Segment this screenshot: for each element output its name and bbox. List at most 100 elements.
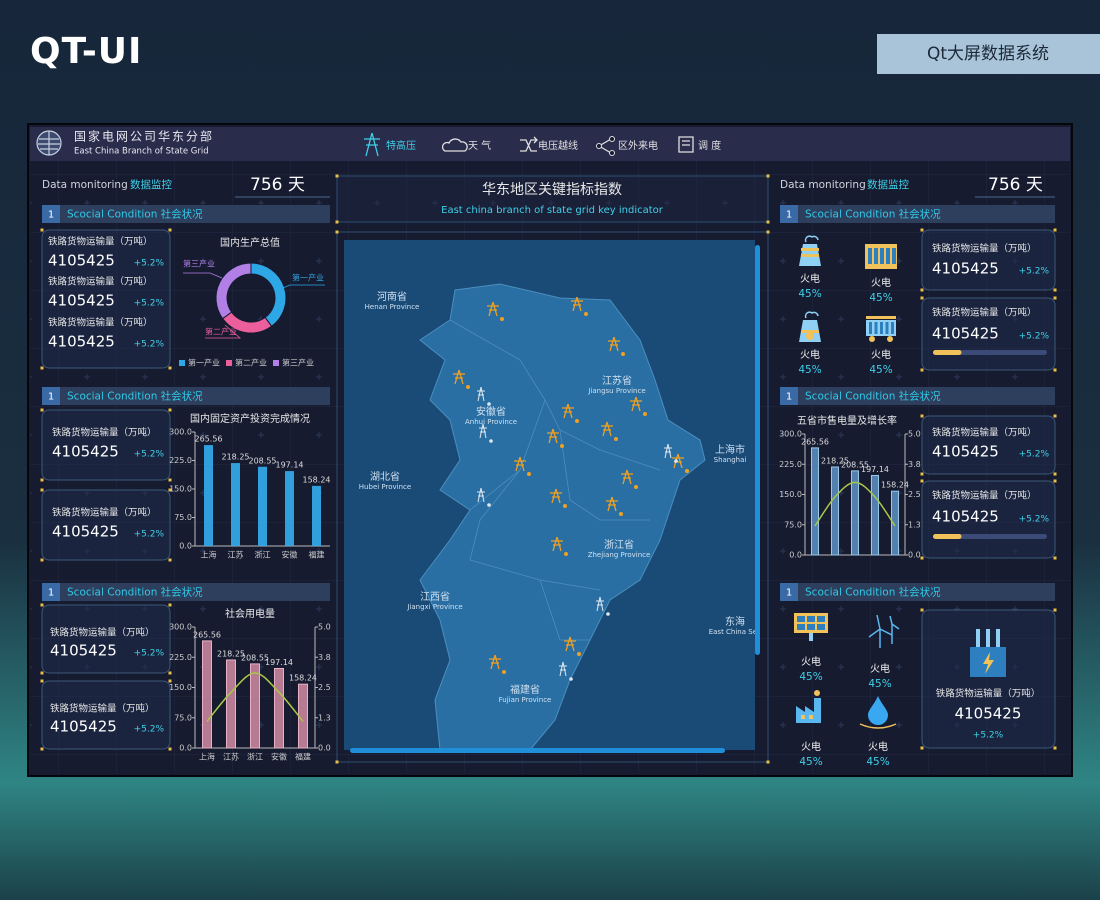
center-title-box: [336, 175, 769, 223]
chart-title: 社会用电量: [225, 607, 275, 620]
stat-label: 铁路货物运输量（万吨）: [932, 490, 1037, 502]
stat-value: 4105425: [52, 523, 119, 541]
tower-icon: [559, 661, 567, 677]
map-scrollbar-v[interactable]: [755, 245, 760, 655]
corner-dot: [766, 220, 770, 224]
stat-label: 铁路货物运输量（万吨）: [936, 688, 1041, 700]
substation-dot: [619, 512, 623, 516]
substation-dot: [466, 385, 470, 389]
bar: [811, 447, 819, 556]
icon-fan: [806, 332, 814, 340]
corner-dot: [1053, 556, 1057, 560]
map-scrollbar-h[interactable]: [350, 748, 725, 753]
substation-dot: [502, 670, 506, 674]
gauge-value: 45%: [799, 671, 822, 683]
corner-dot: [168, 747, 172, 751]
bar: [231, 463, 240, 546]
corner-dot: [920, 288, 924, 292]
monitor-days: 756 天: [250, 175, 305, 195]
icon-plant: [801, 254, 819, 257]
corner-dot: [40, 671, 44, 675]
section-title: Scocial Condition 社会状况: [67, 208, 203, 221]
region-name-en: Anhui Province: [465, 418, 517, 426]
nav-item[interactable]: 调 度: [698, 139, 721, 152]
icon-factory: [801, 715, 813, 719]
card: [41, 604, 171, 674]
bar: [298, 683, 308, 749]
y2-tick-label: 3.8: [318, 653, 331, 662]
region-name-en: Fujian Province: [499, 696, 552, 704]
pie-slice: [215, 262, 252, 320]
icon-fan: [801, 330, 819, 333]
icon-smoke: [814, 690, 820, 696]
region-name: 东海: [725, 615, 745, 628]
section-header: [42, 583, 330, 601]
corner-dot: [766, 230, 770, 234]
y2-tick-label: 2.5: [318, 683, 331, 692]
bar-value-label: 265.56: [193, 630, 221, 639]
icon-solar: [809, 633, 813, 641]
map-box: [336, 231, 769, 763]
bar-value-label: 158.24: [303, 475, 331, 484]
corner-dot: [1053, 746, 1057, 750]
nav-item[interactable]: 特高压: [386, 139, 416, 152]
stat-change: +5.2%: [1019, 267, 1050, 277]
nav-item[interactable]: 天 气: [468, 139, 491, 152]
x-tick-label: 安徽: [282, 550, 298, 560]
region-name-en: Jiangsu Province: [587, 387, 645, 395]
x-tick-label: 福建: [295, 752, 311, 762]
corner-dot: [40, 228, 44, 232]
brand-logo: QT-UI: [30, 31, 142, 72]
section-title: Scocial Condition 社会状况: [67, 390, 203, 403]
section-header: [780, 205, 1055, 223]
app-title[interactable]: Qt大屏数据系统: [927, 44, 1049, 64]
gauge-value: 45%: [798, 288, 821, 300]
bar-value-label: 208.55: [241, 653, 269, 662]
stat-change: +5.2%: [134, 259, 165, 269]
icon-grid: [880, 248, 884, 264]
gauge-label: 火电: [870, 662, 890, 675]
icon-transformer: [996, 629, 1000, 647]
bar-value-label: 158.24: [881, 481, 909, 490]
x-tick-label: 上海: [201, 550, 217, 560]
y2-tick-label: 5.0: [318, 623, 331, 632]
stat-change: +5.2%: [134, 450, 165, 460]
line: [814, 481, 896, 527]
y-tick-label: 225.0: [779, 460, 802, 469]
tower-dot: [487, 402, 491, 406]
legend-label: 第三产业: [282, 358, 314, 368]
icon-fan: [804, 311, 819, 319]
app-title-button[interactable]: [877, 34, 1100, 74]
corner-dot: [1053, 368, 1057, 372]
bar-value-label: 197.14: [265, 658, 293, 667]
corner-dot: [40, 747, 44, 751]
corner-dot: [40, 478, 44, 482]
stat-label: 铁路货物运输量（万吨）: [932, 307, 1037, 319]
stat-label: 铁路货物运输量（万吨）: [48, 276, 153, 288]
section-index-box: [780, 583, 798, 601]
monitor-days: 756 天: [988, 175, 1043, 195]
substation-dot: [634, 485, 638, 489]
bar: [891, 490, 899, 556]
icon-transformer: [983, 652, 994, 674]
section-index: 1: [48, 210, 54, 221]
y-tick-label: 150.0: [169, 485, 192, 494]
nav-item[interactable]: 区外来电: [618, 139, 658, 152]
region-name: 江苏省: [602, 374, 632, 387]
substation-dot: [614, 437, 618, 441]
y2-tick-label: 5.0: [908, 430, 921, 439]
corner-dot: [40, 408, 44, 412]
x-tick-label: 江苏: [228, 550, 244, 560]
section-title: Scocial Condition 社会状况: [805, 586, 941, 599]
bar: [226, 659, 236, 749]
region-name: 福建省: [510, 683, 540, 696]
corner-dot: [920, 479, 924, 483]
section-index: 1: [786, 588, 792, 599]
icon-drop: [868, 696, 888, 725]
icon-wind: [889, 615, 900, 644]
substation-icon: [601, 421, 613, 437]
tower-dot: [674, 459, 678, 463]
stat-label: 铁路货物运输量（万吨）: [50, 627, 155, 639]
nav-item[interactable]: 电压越线: [538, 139, 578, 152]
